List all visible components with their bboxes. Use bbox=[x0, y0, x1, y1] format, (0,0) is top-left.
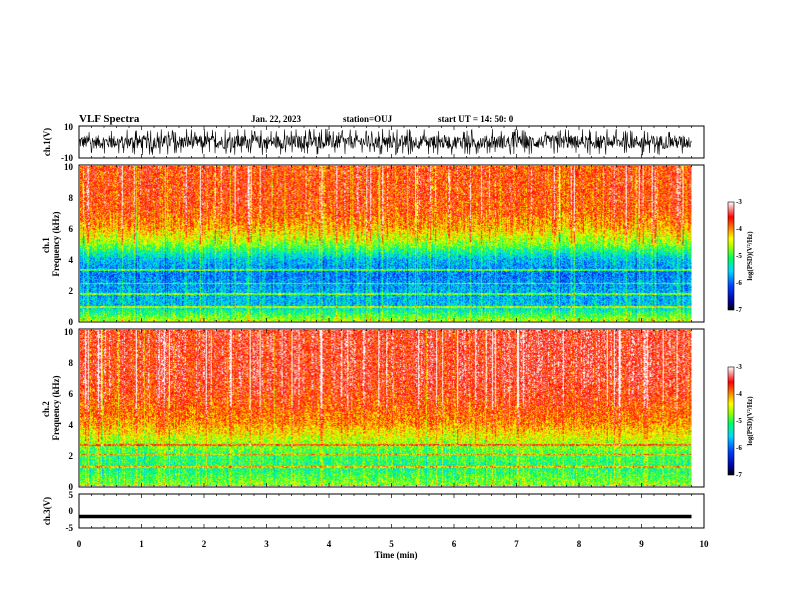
x-tick-label-7: 7 bbox=[514, 539, 519, 549]
cb1-tick-m6: -6 bbox=[736, 279, 742, 287]
cb1-tick-m7: -7 bbox=[736, 306, 742, 314]
cb2-tick-m5: -5 bbox=[736, 417, 742, 425]
start-time-label: start UT = 14: 50: 0 bbox=[438, 114, 514, 124]
x-tick-label-5: 5 bbox=[389, 539, 394, 549]
ch2-ytick-0: 0 bbox=[69, 482, 74, 492]
figure-title: VLF Spectra bbox=[79, 113, 140, 125]
ch1-ytick-2: 2 bbox=[69, 286, 74, 296]
ch1-waveform-ylabel: ch.1(V) bbox=[42, 128, 52, 156]
ch2-ytick-8: 8 bbox=[69, 358, 74, 368]
date-label: Jan. 22, 2023 bbox=[251, 114, 302, 124]
x-tick-label-9: 9 bbox=[639, 539, 644, 549]
ch1-ytick-4: 4 bbox=[69, 255, 74, 265]
ch2-spectrogram-image bbox=[80, 330, 692, 486]
ch2-ytick-2: 2 bbox=[69, 451, 74, 461]
ch2-spectrogram-ticks bbox=[78, 329, 705, 487]
ch2-colorbar bbox=[727, 366, 735, 476]
ch1-ytick-0: 0 bbox=[69, 317, 74, 327]
ch3-waveform-frame bbox=[78, 493, 705, 529]
ch1-colorbar bbox=[727, 201, 735, 311]
ch2-ytick-6: 6 bbox=[69, 389, 74, 399]
x-tick-label-2: 2 bbox=[202, 539, 207, 549]
ch1-ytick-top: 10 bbox=[64, 122, 74, 132]
cb1-tick-m3: -3 bbox=[736, 198, 742, 206]
ch1-spectrogram-ticks bbox=[78, 165, 705, 322]
x-tick-label-0: 0 bbox=[77, 539, 82, 549]
cb1-tick-m5: -5 bbox=[736, 252, 742, 260]
ch3-ytick-0: 0 bbox=[69, 506, 74, 516]
cb2-label: log(PSD)(V²/Hz) bbox=[746, 396, 754, 446]
x-tick-label-1: 1 bbox=[139, 539, 144, 549]
ch1-spectrogram-panel: 0 2 4 6 8 10 ch.1 Frequency (kHz) -3 -4 … bbox=[41, 162, 754, 327]
ch2-frequency-label: Frequency (kHz) bbox=[51, 375, 61, 440]
ch1-spectrogram-image bbox=[80, 166, 692, 321]
x-axis-label: Time (min) bbox=[374, 550, 417, 560]
x-tick-label-10: 10 bbox=[700, 539, 710, 549]
station-label: station=OUJ bbox=[343, 114, 393, 124]
cb2-tick-m6: -6 bbox=[736, 444, 742, 452]
ch1-ytick-8: 8 bbox=[69, 193, 74, 203]
ch3-ytick-5: 5 bbox=[69, 490, 74, 500]
ch3-waveform-ylabel: ch.3(V) bbox=[42, 497, 52, 525]
ch1-waveform-line bbox=[78, 128, 692, 156]
ch2-channel-label: ch.2 bbox=[41, 401, 51, 417]
ch1-spectrogram-ylabel: ch.1 Frequency (kHz) bbox=[41, 211, 61, 276]
cb1-tick-m4: -4 bbox=[736, 225, 742, 233]
cb2-tick-m4: -4 bbox=[736, 390, 742, 398]
ch1-waveform-ticks bbox=[78, 126, 705, 158]
ch1-ytick-10: 10 bbox=[64, 162, 74, 172]
x-tick-label-8: 8 bbox=[577, 539, 582, 549]
ch2-ytick-4: 4 bbox=[69, 420, 74, 430]
x-tick-label-4: 4 bbox=[327, 539, 332, 549]
x-tick-label-3: 3 bbox=[264, 539, 269, 549]
cb2-tick-m7: -7 bbox=[736, 471, 742, 479]
ch1-channel-label: ch.1 bbox=[41, 237, 51, 253]
ch1-ytick-bottom: -10 bbox=[61, 153, 73, 163]
ch1-ytick-6: 6 bbox=[69, 224, 74, 234]
ch1-waveform-panel: 10 -10 ch.1(V) bbox=[42, 122, 705, 163]
ch2-spectrogram-panel: 0 2 4 6 8 10 ch.2 Frequency (kHz) -3 -4 … bbox=[41, 327, 754, 492]
ch3-ytick-m5: -5 bbox=[66, 523, 74, 533]
cb1-label: log(PSD)(V²/Hz) bbox=[746, 231, 754, 281]
cb2-tick-m3: -3 bbox=[736, 363, 742, 371]
ch3-waveform-ticks bbox=[78, 494, 705, 528]
ch1-frequency-label: Frequency (kHz) bbox=[51, 211, 61, 276]
x-tick-label-6: 6 bbox=[452, 539, 457, 549]
ch2-ytick-10: 10 bbox=[64, 327, 74, 337]
ch2-spectrogram-ylabel: ch.2 Frequency (kHz) bbox=[41, 375, 61, 440]
ch3-waveform-panel: 5 0 -5 ch.3(V) bbox=[42, 490, 705, 533]
x-axis-tick-labels: 0 1 2 3 4 5 6 7 8 9 10 bbox=[77, 539, 709, 549]
